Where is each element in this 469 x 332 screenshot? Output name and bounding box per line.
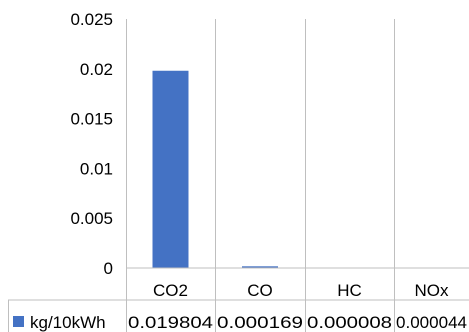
value-cell: 0.000169	[217, 313, 303, 332]
value-cell: 0.000044	[396, 313, 467, 332]
y-tick-label: 0.025	[70, 10, 113, 29]
bar-co	[242, 266, 278, 268]
y-tick-label: 0.02	[80, 60, 113, 79]
legend-swatch	[13, 316, 24, 327]
y-tick-label: 0	[104, 259, 113, 278]
category-label: NOx	[415, 281, 450, 300]
category-label: CO	[247, 281, 273, 300]
value-cell: 0.000008	[307, 313, 392, 332]
series-name: kg/10kWh	[30, 313, 106, 332]
category-label: HC	[337, 281, 362, 300]
bars	[152, 70, 450, 268]
value-cell: 0.019804	[128, 313, 213, 332]
y-tick-label: 0.015	[70, 110, 113, 129]
y-tick-label: 0.01	[80, 159, 113, 178]
y-axis-ticks: 0 0.005 0.01 0.015 0.02 0.025	[70, 10, 113, 278]
category-label: CO2	[153, 281, 188, 300]
y-tick-label: 0.005	[70, 209, 113, 228]
bar-co2	[152, 70, 189, 268]
